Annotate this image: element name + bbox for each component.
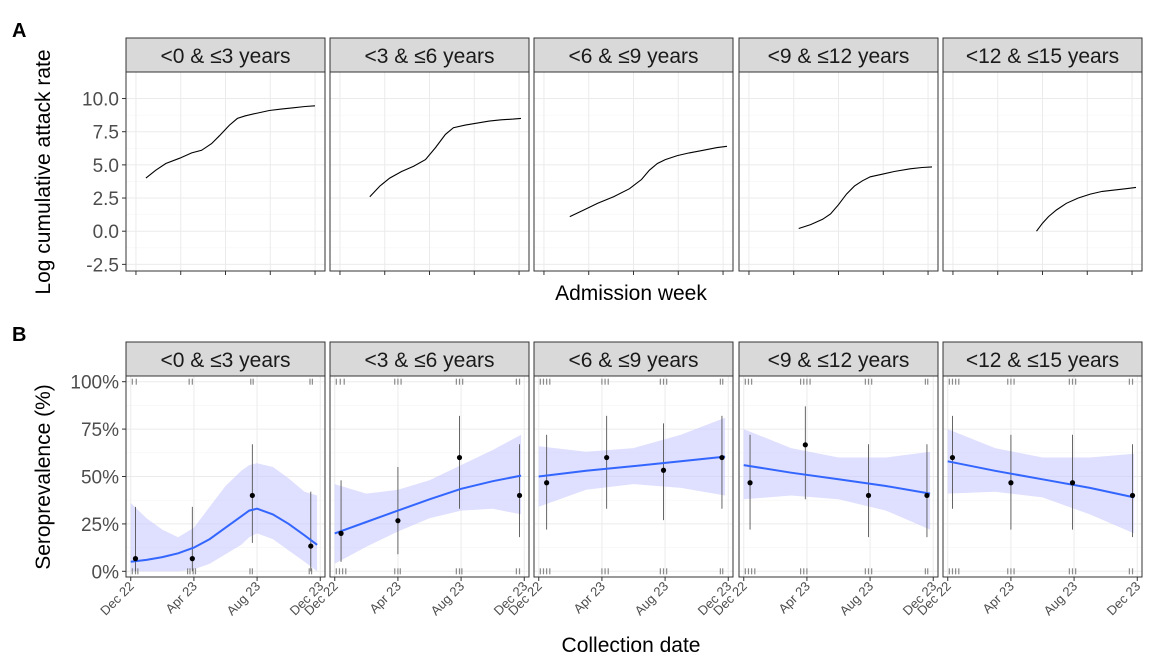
fit-line [334, 474, 522, 535]
facet-strip [533, 37, 734, 73]
y-tick-label: 100% [70, 373, 119, 394]
data-point [249, 492, 255, 499]
x-tick-label: Apr 23 [162, 579, 200, 617]
data-point [660, 467, 667, 473]
data-point [802, 442, 808, 448]
y-tick-label: 5.0 [93, 156, 119, 177]
data-point [338, 530, 344, 536]
facet-strip [942, 37, 1143, 73]
facet-strip [329, 341, 530, 377]
data-point [395, 518, 401, 524]
panel-b-x-axis-title: Collection date [562, 634, 701, 657]
facet-border [942, 375, 1143, 578]
attack-rate-line [1036, 186, 1137, 232]
data-point [1069, 480, 1076, 486]
x-tick-label: Aug 23 [836, 579, 876, 619]
x-tick-label: Apr 23 [979, 579, 1017, 617]
panel-a-x-axis-title: Admission week [555, 282, 707, 305]
facet-border [738, 375, 939, 578]
y-tick-label: 75% [81, 420, 119, 441]
data-point [604, 454, 610, 461]
data-point [189, 556, 195, 562]
data-point [132, 556, 139, 562]
facet-strip [125, 37, 326, 73]
facet-strip [533, 341, 734, 377]
attack-rate-line [569, 145, 728, 218]
facet-strip [942, 341, 1143, 377]
facet-border [533, 375, 734, 578]
y-tick-label: 50% [81, 468, 119, 489]
panel-a-tag: A [12, 20, 26, 42]
x-tick-label: Apr 23 [775, 579, 813, 617]
y-tick-label: 0% [92, 562, 120, 583]
fit-line [538, 455, 726, 478]
facet-label: <12 & ≤15 years [966, 45, 1119, 68]
attack-rate-line [369, 117, 522, 198]
facet-border [329, 71, 530, 272]
x-tick-label: Aug 23 [223, 579, 263, 619]
facet-label: <12 & ≤15 years [966, 349, 1119, 372]
panel-b-y-axis-title: Seroprevalence (%) [32, 384, 55, 570]
panel-b-tag: B [12, 324, 26, 346]
fit-line [130, 507, 318, 563]
facet-strip [125, 341, 326, 377]
confidence-ribbon [947, 429, 1135, 534]
x-tick-label: Dec 22 [97, 579, 137, 619]
facet-label: <3 & ≤6 years [364, 45, 494, 68]
x-tick-label: Apr 23 [570, 579, 608, 617]
confidence-ribbon [538, 417, 726, 507]
x-tick-label: Aug 23 [427, 579, 467, 619]
y-tick-label: 0.0 [93, 222, 119, 243]
facet-strip [329, 37, 530, 73]
panel-a: <0 & ≤3 years <3 & ≤6 years <6 & ≤9 years <… [82, 37, 1143, 276]
facet-border [942, 71, 1143, 272]
x-tick-label: Aug 23 [1040, 579, 1080, 619]
facet-strip [738, 341, 939, 377]
fit-line [743, 464, 931, 495]
facet-border [533, 71, 734, 272]
data-point [516, 492, 523, 499]
facet-border [738, 71, 939, 272]
facet-strip [738, 37, 939, 73]
y-tick-label: 25% [81, 515, 119, 536]
data-point [719, 454, 725, 461]
data-point [308, 543, 314, 549]
x-tick-label: Apr 23 [366, 579, 404, 617]
data-point [544, 480, 550, 486]
x-tick-label: Dec 23 [1104, 579, 1144, 619]
panel-a-y-axis-title: Log cumulative attack rate [32, 49, 55, 294]
data-point [865, 492, 872, 499]
y-tick-label: -2.5 [86, 255, 119, 276]
data-point [924, 492, 930, 499]
facet-label: <3 & ≤6 years [364, 349, 494, 372]
data-point [1008, 480, 1014, 486]
attack-rate-line [145, 105, 316, 179]
facet-label: <9 & ≤12 years [768, 349, 910, 372]
facet-border [329, 375, 530, 578]
facet-label: <0 & ≤3 years [160, 349, 290, 372]
x-tick-label: Aug 23 [631, 579, 671, 619]
facet-label: <0 & ≤3 years [160, 45, 290, 68]
data-point [747, 480, 753, 486]
facet-border [125, 71, 326, 272]
data-point [949, 454, 956, 461]
y-tick-label: 7.5 [93, 123, 119, 144]
attack-rate-line [798, 166, 933, 230]
y-tick-label: 2.5 [93, 189, 119, 210]
panel-b: <0 & ≤3 years Dec 22 Apr 23 Aug 23 Dec 23 <3 … [70, 341, 1144, 619]
facet-label: <6 & ≤9 years [568, 349, 698, 372]
fit-line [947, 460, 1135, 499]
facet-label: <6 & ≤9 years [568, 45, 698, 68]
y-tick-label: 10.0 [82, 90, 119, 111]
data-point [1129, 492, 1136, 499]
confidence-ribbon [130, 463, 318, 572]
facet-label: <9 & ≤12 years [768, 45, 910, 68]
data-point [456, 454, 463, 461]
